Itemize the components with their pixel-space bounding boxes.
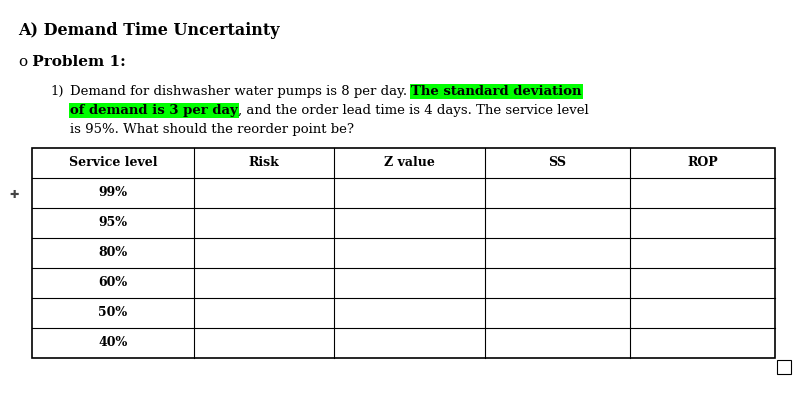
Text: Demand for dishwasher water pumps is 8 per day.: Demand for dishwasher water pumps is 8 p…: [70, 85, 411, 98]
Text: SS: SS: [548, 156, 566, 169]
Text: Problem 1:: Problem 1:: [27, 55, 126, 69]
Text: 95%: 95%: [98, 216, 127, 229]
Text: 1): 1): [50, 85, 63, 98]
Text: 60%: 60%: [98, 276, 127, 290]
Bar: [777, 360, 791, 374]
Text: , and the order lead time is 4 days. The service level: , and the order lead time is 4 days. The…: [238, 104, 589, 117]
Text: 80%: 80%: [98, 246, 127, 260]
Text: o: o: [18, 55, 27, 69]
Text: ROP: ROP: [687, 156, 718, 169]
Text: Risk: Risk: [249, 156, 279, 169]
Text: 40%: 40%: [98, 337, 128, 350]
Text: Z value: Z value: [384, 156, 434, 169]
Bar: [32, 148, 775, 358]
Text: is 95%. What should the reorder point be?: is 95%. What should the reorder point be…: [70, 123, 354, 136]
Text: of demand is 3 per day: of demand is 3 per day: [70, 104, 238, 117]
Text: 50%: 50%: [98, 307, 127, 320]
Text: A) Demand Time Uncertainty: A) Demand Time Uncertainty: [18, 22, 279, 39]
Text: Service level: Service level: [69, 156, 158, 169]
Text: The standard deviation: The standard deviation: [411, 85, 582, 98]
Text: ✚: ✚: [10, 190, 18, 200]
Text: 99%: 99%: [98, 186, 127, 199]
